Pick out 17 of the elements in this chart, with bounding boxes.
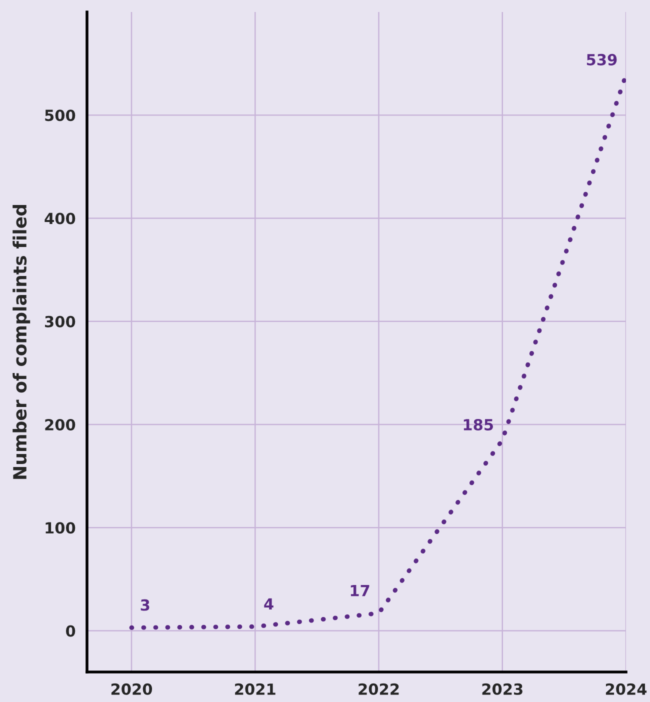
- data-label: 185: [464, 418, 493, 431]
- y-tick-label: 0: [66, 625, 76, 637]
- data-label: 17: [350, 585, 370, 596]
- y-axis-title: Number of complaints filed: [12, 205, 30, 479]
- y-tick-label: 300: [45, 316, 76, 328]
- x-tick-label: 2021: [235, 683, 276, 695]
- x-tick-label: 2022: [358, 683, 399, 695]
- x-tick-label: 2020: [111, 683, 152, 695]
- data-label: 539: [586, 54, 617, 66]
- y-tick-label: 400: [44, 212, 76, 224]
- x-tick-label: 2023: [482, 683, 522, 695]
- y-tick-label: 100: [46, 522, 76, 534]
- x-tick-label: 2024: [606, 683, 647, 695]
- y-tick-label: 200: [45, 418, 76, 431]
- data-label: 3: [140, 599, 150, 611]
- y-tick-label: 500: [45, 110, 76, 122]
- data-label: 4: [264, 598, 274, 610]
